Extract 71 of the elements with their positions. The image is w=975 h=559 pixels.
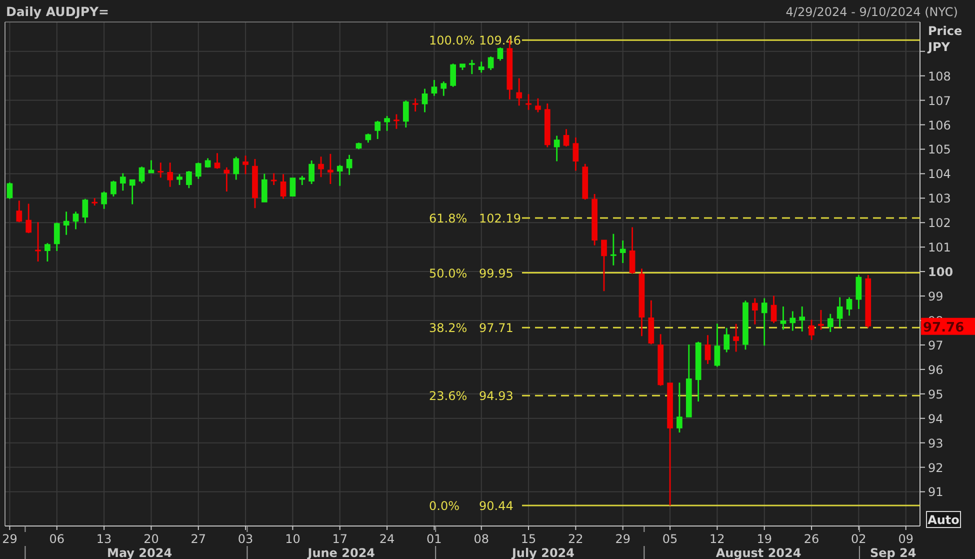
x-tick-label: 15 (520, 532, 536, 546)
chart-title: Daily AUDJPY= (6, 4, 110, 19)
x-tick-label: 06 (49, 532, 65, 546)
candlestick (761, 298, 768, 346)
candlestick (752, 298, 758, 324)
x-tick-label: 10 (285, 532, 300, 546)
ref-line-label: 61.8% 102.19 (429, 211, 521, 226)
y-tick-label: 96 (928, 362, 944, 377)
auto-button: Auto (926, 511, 961, 528)
candlestick (224, 167, 230, 192)
candlestick (620, 240, 626, 263)
candlestick (610, 234, 616, 266)
y-tick-label: 106 (928, 118, 951, 132)
x-tick-label: 13 (96, 532, 112, 546)
y-tick-label: 107 (928, 94, 951, 108)
x-tick-label: 27 (190, 532, 206, 546)
x-tick-label: 26 (804, 532, 820, 546)
candlestick (478, 62, 484, 73)
candlestick (92, 198, 98, 206)
y-tick-label: 104 (928, 167, 951, 182)
ref-line-label: 23.6% 94.93 (429, 389, 514, 404)
candlestick (167, 162, 173, 187)
x-tick-label: 08 (474, 532, 490, 546)
y-tick-label: 95 (928, 387, 944, 402)
text: 97.76 (923, 320, 964, 336)
candlestick (158, 162, 164, 178)
candlestick (120, 173, 126, 191)
y-tick-label: 100 (928, 265, 954, 280)
candlestick (469, 60, 475, 74)
candlestick (328, 154, 334, 184)
y-tick-label: 102 (928, 216, 951, 230)
y-tick-label: 92 (928, 460, 944, 475)
candlestick (440, 81, 447, 96)
x-tick-label: 05 (662, 532, 678, 546)
x-tick-label: 29 (615, 532, 630, 546)
y-tick-label: 105 (928, 142, 951, 157)
text: 0.0% 90.44 (429, 498, 514, 513)
candlestick (270, 173, 277, 185)
candlestick (412, 98, 418, 112)
x-tick-label: 29 (2, 532, 18, 546)
y-tick-label: 101 (928, 240, 951, 255)
candlestick (44, 243, 50, 262)
y-tick-label: 97 (928, 338, 944, 352)
y-tick-label: 108 (928, 69, 951, 84)
candlestick (554, 136, 560, 162)
x-tick-label: 12 (710, 532, 725, 546)
candlestick (336, 164, 343, 186)
chart-subtitle: 4/29/2024 - 9/10/2024 (NYC) (786, 5, 958, 19)
ref-line-label: 100.0% 109.46 (429, 34, 521, 48)
candlestick (516, 78, 522, 106)
x-tick-label: 02 (851, 532, 866, 546)
x-tick-label: 01 (426, 532, 442, 546)
x-tick-label: 19 (756, 532, 772, 546)
candlestick (733, 324, 739, 352)
candlestick (799, 306, 806, 332)
x-tick-label: 24 (379, 532, 395, 546)
x-tick-label: 20 (144, 532, 159, 546)
x-tick-label: 17 (332, 532, 348, 546)
y-tick-label: 93 (928, 436, 944, 450)
candlestick (299, 176, 306, 185)
y-tick-label: 99 (928, 290, 944, 304)
ref-line-label: 38.2% 97.71 (429, 321, 514, 336)
candlestick (780, 306, 786, 330)
x-tick-label: 03 (238, 532, 254, 546)
x-tick-label: 22 (568, 532, 584, 546)
y-axis-title: Price JPY (927, 24, 962, 54)
x-tick-label: 09 (898, 532, 914, 546)
y-tick-label: 91 (928, 485, 944, 500)
y-tick-label: 103 (928, 192, 951, 206)
ref-line-label: 50.0% 99.95 (429, 266, 514, 280)
y-tick-label: 94 (928, 412, 944, 426)
